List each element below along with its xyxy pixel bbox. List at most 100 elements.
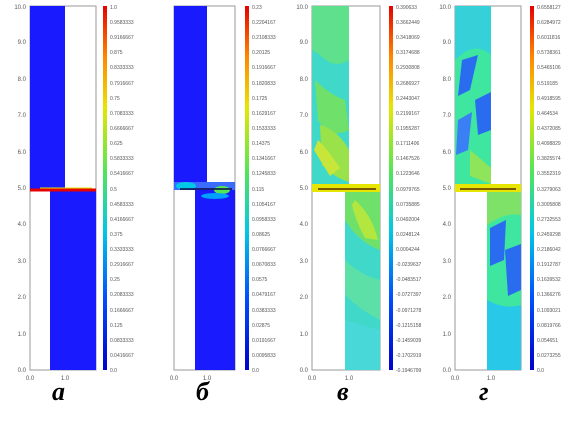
y-tick: 1.0 [443, 332, 452, 338]
colorbar [530, 6, 534, 370]
panel-v: 0.0 1.0 2.0 3.0 4.0 5.0 6.0 7.0 8.0 9.0 … [296, 5, 421, 382]
colorbar-tick: 0.6011816 [537, 35, 560, 41]
colorbar-tick: 0.375 [110, 232, 123, 238]
y-tick: 1.0 [300, 332, 309, 338]
colorbar-ticks: 0.390633 0.3662449 0.3418069 0.3174688 0… [396, 5, 422, 374]
upper-block [174, 6, 207, 190]
field-patch [490, 220, 506, 266]
colorbar-tick: 0.1666667 [110, 308, 134, 314]
y-tick: 6.0 [300, 150, 309, 156]
contact-glow [176, 182, 196, 190]
colorbar-tick: 0.519185 [537, 81, 558, 87]
colorbar-tick: 0.464534 [537, 111, 558, 117]
y-axis-ticks: 0.0 1.0 2.0 3.0 4.0 5.0 6.0 7.0 8.0 9.0 … [296, 5, 308, 374]
y-tick: 4.0 [443, 222, 452, 228]
y-tick: 5.0 [300, 186, 309, 192]
colorbar-tick: 0.1912787 [537, 262, 561, 268]
y-tick: 4.0 [18, 222, 27, 228]
colorbar-tick: 0.1820833 [252, 81, 276, 87]
colorbar-tick: 0.0191667 [252, 338, 276, 344]
colorbar [245, 6, 249, 370]
x-tick: 1.0 [203, 376, 212, 382]
colorbar-tick: 0.2199167 [396, 111, 420, 117]
y-tick: 10.0 [296, 5, 308, 11]
panel-g: 0.0 1.0 2.0 3.0 4.0 5.0 6.0 7.0 8.0 9.0 … [439, 5, 561, 382]
colorbar-tick: 0.20125 [252, 50, 270, 56]
y-tick: 7.0 [18, 113, 27, 119]
field-patch [470, 150, 491, 184]
colorbar-tick: 0.0833333 [110, 338, 134, 344]
y-tick: 4.0 [300, 222, 309, 228]
colorbar-tick: -0.0971278 [396, 308, 422, 314]
colorbar-tick: 0.3333333 [110, 247, 134, 253]
panel-a: 0.0 1.0 2.0 3.0 4.0 5.0 6.0 7.0 8.0 9.0 … [14, 5, 134, 382]
y-tick: 5.0 [18, 186, 27, 192]
colorbar-tick: 0.1341667 [252, 156, 276, 162]
y-tick: 0.0 [443, 368, 452, 374]
colorbar-tick: 0.1223646 [396, 171, 420, 177]
colorbar-tick: 0.14375 [252, 141, 270, 147]
y-tick: 7.0 [443, 113, 452, 119]
panel-caption-a: а [52, 377, 65, 406]
lower-block [195, 190, 235, 370]
colorbar-tick: 0.02875 [252, 323, 270, 329]
field-patch [312, 6, 349, 64]
colorbar-tick: 0.1054167 [252, 202, 276, 208]
colorbar-tick: 0.2204167 [252, 20, 276, 26]
y-tick: 8.0 [18, 77, 27, 83]
colorbar-ticks: 0.6558127 0.6284972 0.6011816 0.5738361 … [537, 5, 561, 374]
panel-caption-v: в [337, 377, 349, 406]
field-patch [505, 244, 521, 296]
y-tick: 2.0 [300, 295, 309, 301]
colorbar-tick: 0.2916667 [110, 262, 134, 268]
field-patch [475, 92, 491, 135]
colorbar-tick: 0.7916667 [110, 81, 134, 87]
colorbar-tick: 0.0819766 [537, 323, 561, 329]
colorbar-tick: 0.2686927 [396, 81, 420, 87]
field-patch [455, 6, 491, 60]
contact-glow [214, 186, 230, 194]
colorbar-ticks: 1.0 0.9583333 0.9166667 0.875 0.8333333 … [110, 5, 134, 374]
colorbar-tick: 0.115 [252, 187, 264, 193]
x-axis-ticks: 0.0 1.0 [451, 376, 496, 382]
colorbar-tick: 0.0273255 [537, 353, 561, 359]
colorbar-tick: 0.7083333 [110, 111, 134, 117]
colorbar-tick: 0.5738361 [537, 50, 561, 56]
colorbar-tick: 0.4583333 [110, 202, 134, 208]
colorbar-tick: 0.6666667 [110, 126, 134, 132]
lower-block [50, 191, 96, 370]
y-tick: 2.0 [443, 295, 452, 301]
contact-zone [455, 184, 521, 192]
colorbar-tick: 0.0248124 [396, 232, 420, 238]
colorbar-tick: -0.1702919 [396, 353, 422, 359]
colorbar-tick: 0.4166667 [110, 217, 134, 223]
colorbar-tick: 0.0004244 [396, 247, 420, 253]
colorbar-tick: 0.4372085 [537, 126, 561, 132]
colorbar-tick: 0.054651 [537, 338, 558, 344]
y-tick: 3.0 [18, 259, 27, 265]
colorbar-tick: 0.8333333 [110, 65, 134, 71]
y-tick: 1.0 [18, 332, 27, 338]
colorbar-tick: 0.0 [252, 368, 259, 374]
colorbar-tick: 0.1955287 [396, 126, 420, 132]
colorbar-tick: 0.3662449 [396, 20, 420, 26]
y-tick: 2.0 [18, 295, 27, 301]
x-axis-ticks: 0.0 1.0 [170, 376, 212, 382]
field-patch [487, 190, 521, 225]
colorbar-tick: 0.0 [537, 368, 544, 374]
field-patch [314, 140, 340, 176]
colorbar-tick: -0.1459039 [396, 338, 422, 344]
x-tick: 0.0 [26, 376, 35, 382]
x-tick: 0.0 [451, 376, 460, 382]
field-patch [487, 300, 521, 370]
colorbar-tick: 0.625 [110, 141, 123, 147]
panel-b: 0.0 1.0 0.23 0.2204167 0.2108333 0.20125… [170, 5, 276, 382]
colorbar-tick: 0.125 [110, 323, 123, 329]
colorbar-tick: 0.3552319 [537, 171, 561, 177]
colorbar-tick: 0.5833333 [110, 156, 134, 162]
contact-glow [201, 193, 229, 199]
y-tick: 8.0 [300, 77, 309, 83]
colorbar-tick: 0.1916667 [252, 65, 276, 71]
colorbar-tick: 0.0479167 [252, 292, 276, 298]
